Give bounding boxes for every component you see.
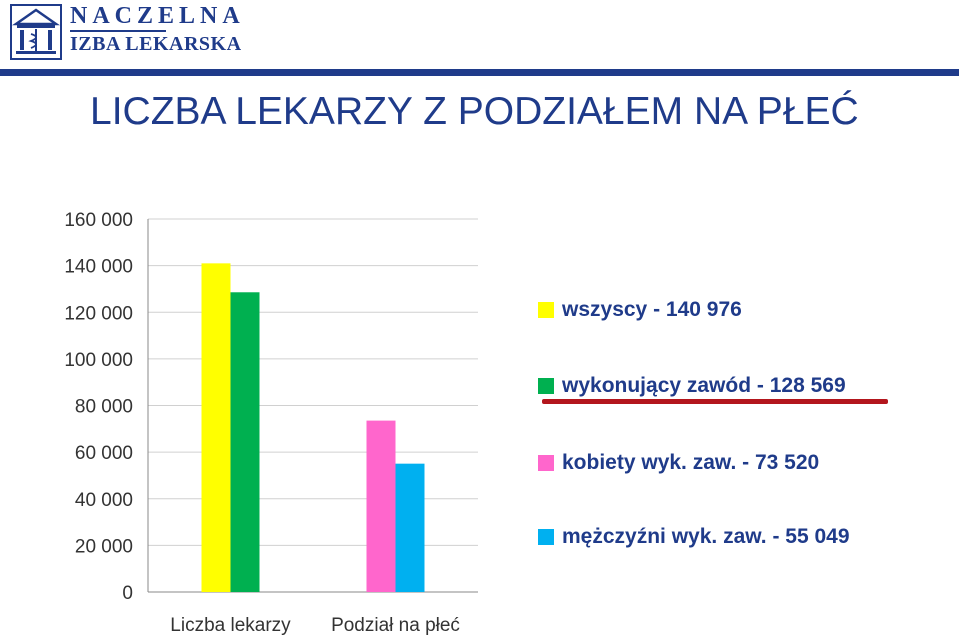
y-tick-label: 140 000 <box>64 257 133 278</box>
bar <box>230 292 260 592</box>
legend-label: wykonujący zawód - 128 569 <box>562 374 846 397</box>
legend-item: wszyscy - 140 976 <box>538 298 742 322</box>
bar <box>201 263 231 592</box>
header-band <box>0 69 959 76</box>
y-tick-label: 0 <box>122 583 133 604</box>
header: NACZELNA IZBA LEKARSKA <box>0 0 959 78</box>
logo-icon <box>10 4 62 60</box>
bar <box>366 420 396 592</box>
legend-label: kobiety wyk. zaw. - 73 520 <box>562 451 820 474</box>
x-tick-label: Podział na płeć <box>331 615 460 636</box>
logo-text: NACZELNA IZBA LEKARSKA <box>70 4 245 54</box>
logo-line2: IZBA LEKARSKA <box>70 33 242 55</box>
legend-item: wykonujący zawód - 128 569 <box>538 374 846 398</box>
legend-item: kobiety wyk. zaw. - 73 520 <box>538 451 819 475</box>
legend-swatch <box>538 302 554 318</box>
legend-label: mężczyźni wyk. zaw. - 55 049 <box>562 525 850 548</box>
y-tick-label: 20 000 <box>75 536 133 557</box>
legend-item: mężczyźni wyk. zaw. - 55 049 <box>538 525 850 549</box>
y-tick-label: 120 000 <box>64 303 133 324</box>
legend-label: wszyscy - 140 976 <box>562 298 742 321</box>
x-tick-label: Liczba lekarzy <box>170 615 291 636</box>
legend-swatch <box>538 529 554 545</box>
bar-chart: 0 20 000 40 000 60 000 80 000 100 000 120 000 1… <box>64 210 478 636</box>
y-tick-label: 40 000 <box>75 490 133 511</box>
logo-divider <box>70 30 166 32</box>
y-tick-label: 80 000 <box>75 397 133 418</box>
highlight-underline <box>542 399 888 404</box>
bar <box>395 463 425 592</box>
legend-swatch <box>538 378 554 394</box>
legend-swatch <box>538 455 554 471</box>
y-tick-label: 60 000 <box>75 443 133 464</box>
y-tick-label: 160 000 <box>64 210 133 231</box>
logo-line1: NACZELNA <box>70 3 245 29</box>
y-tick-label: 100 000 <box>64 350 133 371</box>
page-title: LICZBA LEKARZY Z PODZIAŁEM NA PŁEĆ <box>90 90 859 133</box>
